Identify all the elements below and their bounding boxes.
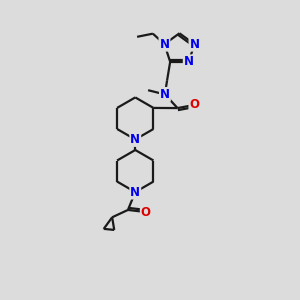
Text: N: N <box>159 38 170 51</box>
Text: N: N <box>130 186 140 199</box>
Text: O: O <box>141 206 151 218</box>
Text: N: N <box>130 133 140 146</box>
Text: N: N <box>189 38 200 51</box>
Text: N: N <box>184 55 194 68</box>
Text: N: N <box>160 88 170 101</box>
Text: O: O <box>189 98 200 111</box>
